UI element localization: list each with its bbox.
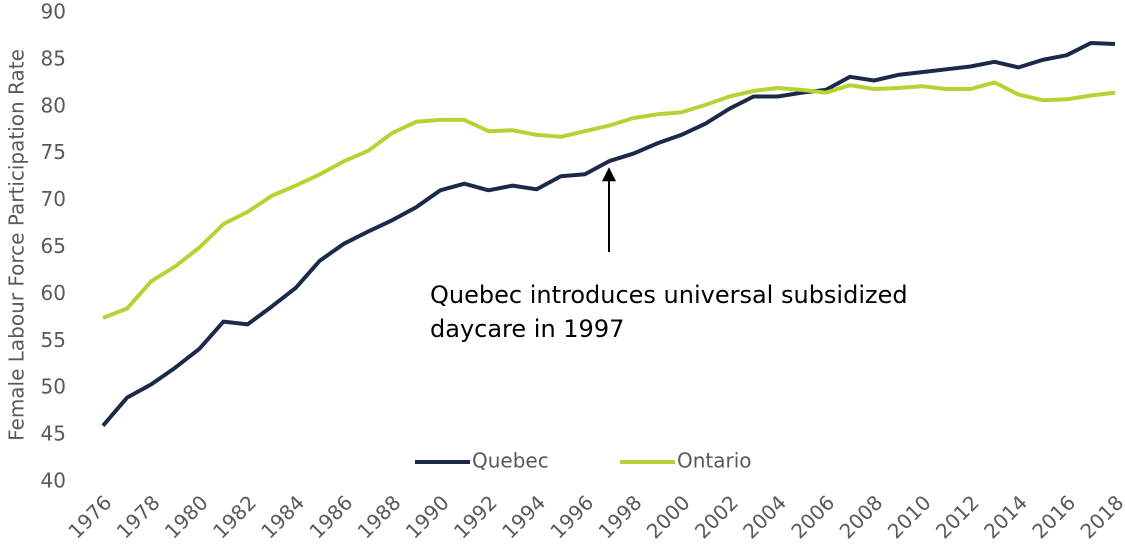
x-tick-label: 2014 [979,490,1032,543]
x-tick-label: 2004 [738,490,791,543]
x-tick-label: 1992 [449,490,502,543]
series-line [101,41,1116,428]
y-tick-label: 50 [41,375,66,399]
y-tick-label: 55 [41,328,66,352]
x-tick-label: 2000 [642,490,695,543]
annotation: daycare in 1997 [430,315,624,343]
y-tick-label: 45 [41,422,66,446]
legend-label: Ontario [677,449,752,473]
x-tick-label: 1988 [353,490,406,543]
legend-label: Quebec [472,449,549,473]
y-tick-label: 90 [41,0,66,24]
x-tick-label: 1978 [112,490,165,543]
x-tick-label: 2006 [786,490,839,543]
series-line [102,80,1116,320]
y-axis-label: Female Labour Force Participation Rate [5,49,29,441]
x-tick-label: 1980 [160,490,213,543]
x-tick-label: 2012 [931,490,984,543]
x-tick-label: 1998 [594,490,647,543]
x-tick-label: 2018 [1075,490,1125,543]
y-tick-label: 75 [41,140,66,164]
annotation: Quebec introduces universal subsidized [430,281,908,309]
x-tick-label: 1976 [63,490,116,543]
x-tick-label: 1982 [208,490,261,543]
x-tick-label: 2008 [835,490,888,543]
x-tick-label: 1996 [545,490,598,543]
x-tick-label: 2002 [690,490,743,543]
y-tick-label: 70 [41,187,66,211]
y-tick-label: 65 [41,234,66,258]
x-tick-label: 2016 [1027,490,1080,543]
arrow-head [602,167,616,182]
y-tick-label: 60 [41,281,66,305]
x-tick-label: 1994 [497,490,550,543]
x-tick-label: 1984 [256,490,309,543]
y-tick-label: 85 [41,46,66,70]
y-tick-label: 40 [41,469,66,493]
x-tick-label: 1990 [401,490,454,543]
x-tick-label: 1986 [304,490,357,543]
x-tick-label: 2010 [883,490,936,543]
y-tick-label: 80 [41,93,66,117]
